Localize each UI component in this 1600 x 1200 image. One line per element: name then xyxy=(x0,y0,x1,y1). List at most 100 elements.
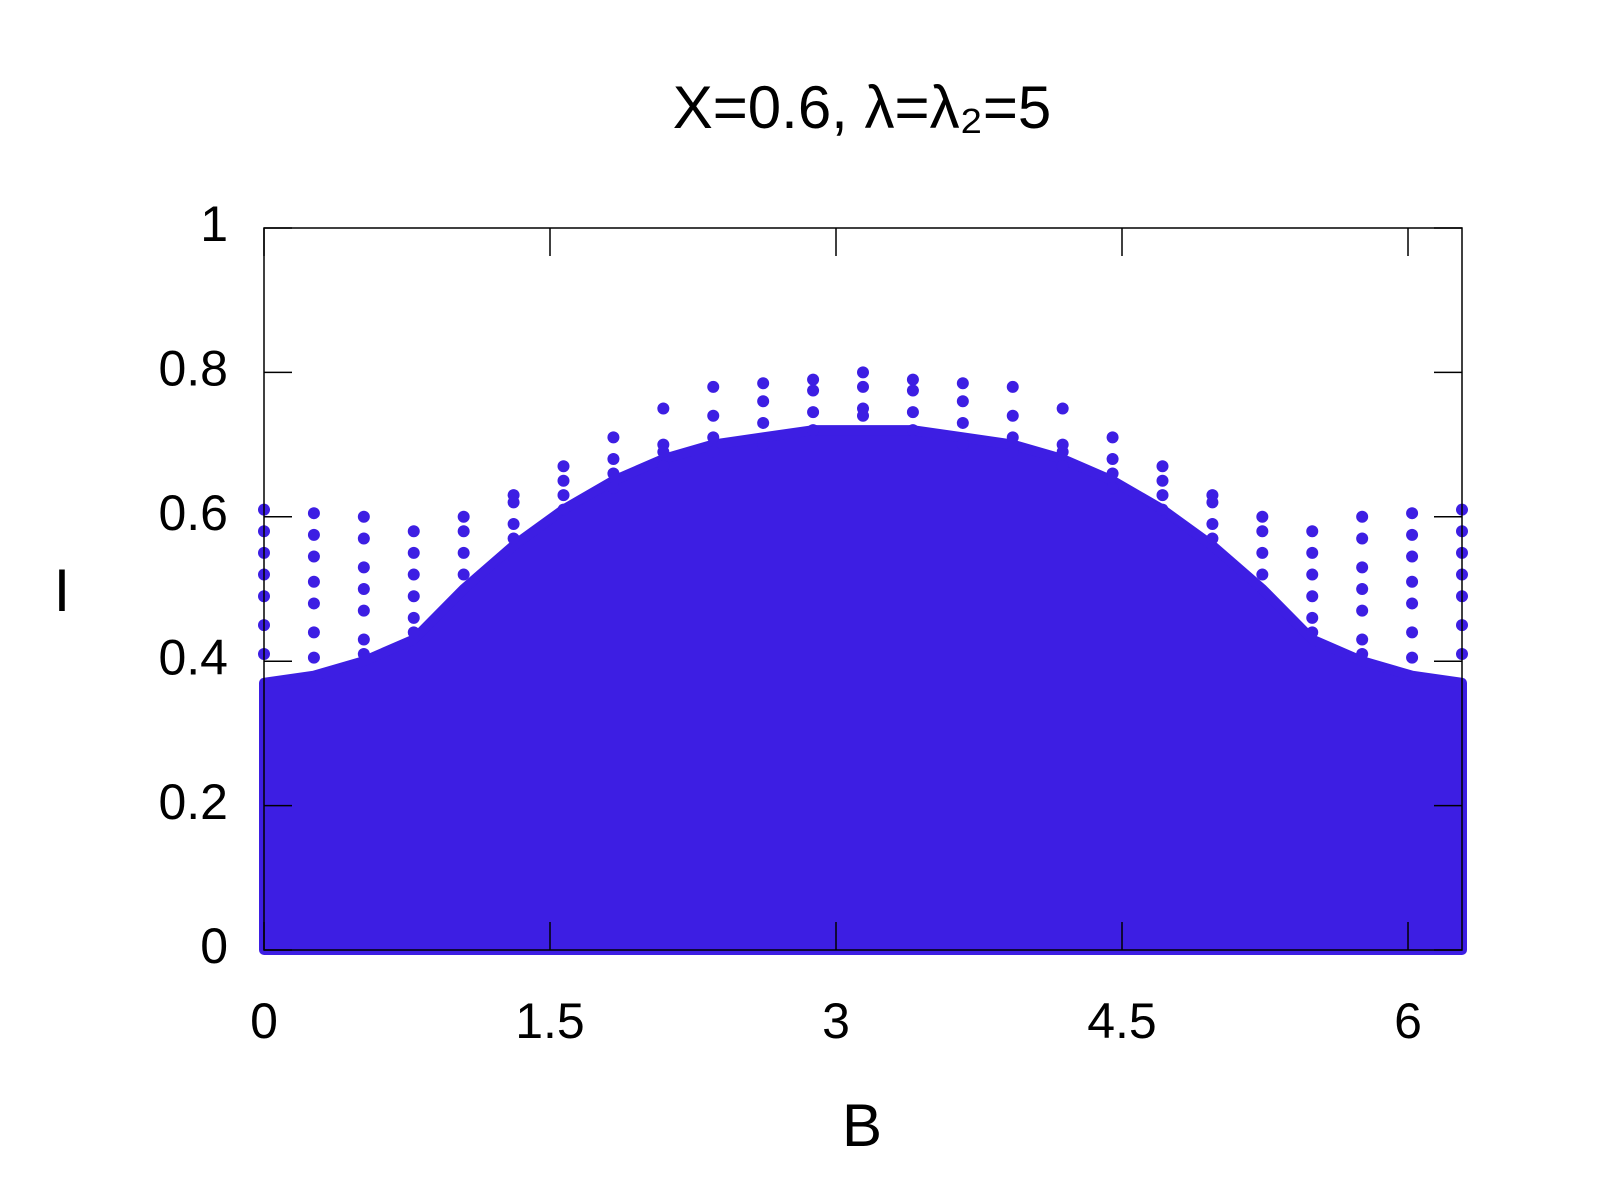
point xyxy=(956,438,969,451)
point xyxy=(357,583,370,595)
point xyxy=(1156,503,1169,516)
point xyxy=(1006,431,1019,444)
point xyxy=(607,453,620,466)
point xyxy=(357,561,370,574)
point xyxy=(1406,626,1419,639)
point xyxy=(357,647,370,660)
point xyxy=(557,474,570,487)
y-tick-label: 0 xyxy=(200,918,228,974)
point xyxy=(906,406,919,419)
point xyxy=(857,366,869,379)
point xyxy=(906,373,919,386)
x-axis-label: B xyxy=(842,1092,882,1159)
point xyxy=(1156,474,1169,487)
point xyxy=(457,568,470,581)
point xyxy=(1106,481,1119,494)
point xyxy=(1306,626,1319,639)
point xyxy=(1306,590,1319,603)
point xyxy=(807,406,820,419)
point xyxy=(307,550,320,563)
point xyxy=(1006,409,1019,422)
point xyxy=(1106,453,1119,466)
point xyxy=(1356,532,1369,545)
point xyxy=(1056,460,1069,473)
point xyxy=(1006,445,1019,458)
point xyxy=(457,510,470,523)
point xyxy=(707,431,720,444)
point xyxy=(757,395,770,408)
point xyxy=(807,384,820,397)
point xyxy=(407,626,420,639)
point xyxy=(357,604,370,617)
point xyxy=(407,611,420,624)
x-tick-label: 1.5 xyxy=(515,993,585,1049)
point xyxy=(807,373,820,386)
point xyxy=(1356,583,1369,595)
point xyxy=(757,416,770,429)
point xyxy=(1356,633,1369,646)
point xyxy=(757,377,770,390)
point xyxy=(307,651,320,664)
point xyxy=(557,489,570,502)
point xyxy=(607,431,620,444)
point xyxy=(557,503,570,516)
point xyxy=(1206,532,1219,545)
point xyxy=(707,409,720,422)
point xyxy=(1206,518,1219,531)
x-tick-label: 0 xyxy=(250,993,278,1049)
point xyxy=(307,626,320,639)
point xyxy=(357,532,370,545)
point xyxy=(407,568,420,581)
point xyxy=(507,532,520,545)
point xyxy=(1256,525,1269,538)
point xyxy=(607,467,620,480)
point xyxy=(707,445,720,458)
point xyxy=(1406,597,1419,610)
x-tick-label: 3 xyxy=(822,993,850,1049)
point xyxy=(1106,431,1119,444)
point xyxy=(1206,496,1219,509)
point xyxy=(407,546,420,559)
point xyxy=(557,460,570,473)
point xyxy=(1356,561,1369,574)
point xyxy=(1306,546,1319,559)
point xyxy=(1306,525,1319,538)
point xyxy=(1156,460,1169,473)
point xyxy=(1406,528,1419,541)
y-axis-label: I xyxy=(54,557,71,624)
point xyxy=(357,510,370,523)
y-tick-label: 0.2 xyxy=(158,774,228,830)
point xyxy=(457,525,470,538)
point xyxy=(657,445,670,458)
point xyxy=(857,380,869,393)
point xyxy=(757,438,770,451)
point xyxy=(507,518,520,531)
point xyxy=(1306,611,1319,624)
dense-region xyxy=(259,425,1467,955)
point xyxy=(307,528,320,541)
point xyxy=(507,496,520,509)
point xyxy=(1056,402,1069,415)
point xyxy=(357,633,370,646)
point xyxy=(607,481,620,494)
point xyxy=(906,424,919,437)
point xyxy=(1406,651,1419,664)
point xyxy=(956,377,969,390)
point xyxy=(457,546,470,559)
chart-title: X=0.6, λ=λ₂=5 xyxy=(673,74,1052,141)
point xyxy=(1056,445,1069,458)
x-tick-label: 6 xyxy=(1394,993,1422,1049)
point xyxy=(857,409,869,422)
point xyxy=(906,384,919,397)
point xyxy=(1356,604,1369,617)
x-tick-label: 4.5 xyxy=(1087,993,1157,1049)
point xyxy=(1006,380,1019,393)
point xyxy=(307,507,320,520)
plot-frame xyxy=(263,227,1463,951)
y-tick-label: 0.4 xyxy=(158,629,228,685)
point xyxy=(1406,507,1419,520)
point xyxy=(1256,510,1269,523)
point xyxy=(1256,568,1269,581)
